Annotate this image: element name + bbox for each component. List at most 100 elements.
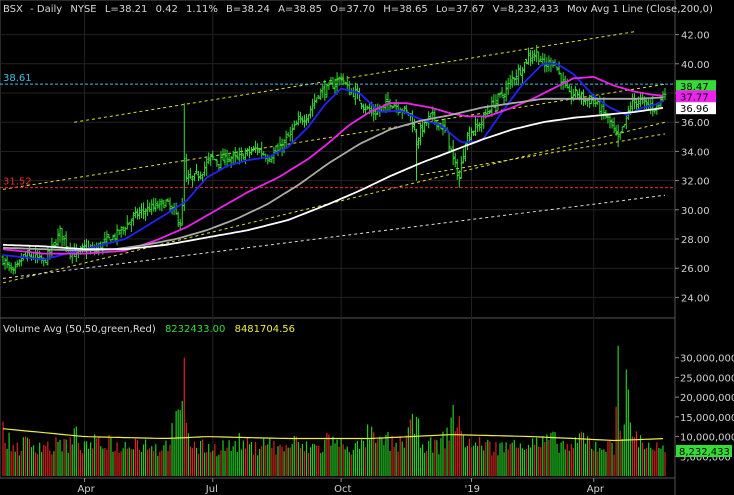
price-bar xyxy=(520,66,524,84)
trend-channel-line xyxy=(420,133,666,176)
price-bar xyxy=(527,47,531,65)
price-bar xyxy=(313,93,317,110)
price-bar xyxy=(296,111,300,126)
price-bar xyxy=(284,130,288,149)
price-bar xyxy=(9,262,13,274)
price-bar xyxy=(164,199,168,208)
volume-tick-label: 15,000,000 xyxy=(680,413,734,424)
price-tick-label: 42.00 xyxy=(681,31,710,42)
symbol: BSX xyxy=(3,4,23,15)
volume-value1: 8232433.00 xyxy=(165,324,225,335)
price-bar xyxy=(178,218,182,230)
price-bar xyxy=(327,82,331,90)
price-bar xyxy=(518,65,522,76)
price-bar xyxy=(158,198,162,211)
price-bar xyxy=(213,158,217,161)
price-bar xyxy=(288,126,292,142)
volume-title: Volume Avg (50,50,green,Red) xyxy=(3,324,156,335)
price-bar xyxy=(388,98,392,112)
high: H=38.65 xyxy=(383,4,428,15)
price-bar xyxy=(7,261,11,272)
moving-average-line xyxy=(2,75,664,255)
price-bar xyxy=(498,92,502,98)
volume-value2: 8481704.56 xyxy=(235,324,295,335)
price-bar xyxy=(366,105,370,110)
price-bar xyxy=(11,266,15,275)
price-bar xyxy=(510,70,514,88)
price-bar xyxy=(219,151,223,171)
lower-level-label: 31.52 xyxy=(3,177,32,188)
price-bar xyxy=(461,148,465,164)
price-bar xyxy=(15,260,19,268)
price-bar xyxy=(451,140,455,166)
price-bar xyxy=(531,50,535,65)
price-bar xyxy=(565,78,569,89)
price-badge: 37.77 xyxy=(676,90,716,103)
ma-label: Mov Avg 1 Line (Close,200,0) xyxy=(567,4,713,15)
trend-channels xyxy=(2,31,666,284)
price-bar xyxy=(195,163,199,175)
price-bar xyxy=(135,208,139,220)
price-bar xyxy=(474,117,478,137)
price-bar xyxy=(482,112,486,129)
price-bar xyxy=(610,118,614,129)
price-bar xyxy=(663,87,667,101)
price-bar xyxy=(146,199,150,216)
price-bar xyxy=(211,150,215,161)
price-bar xyxy=(225,149,229,168)
price-bar xyxy=(305,113,309,126)
price-bar xyxy=(197,170,201,182)
price-bar xyxy=(233,146,237,164)
price-bar xyxy=(661,91,665,102)
moving-average-line xyxy=(2,62,664,261)
price-bar xyxy=(600,104,604,121)
price-bar xyxy=(111,234,115,241)
ask: A=38.85 xyxy=(278,4,322,15)
price-bar xyxy=(302,114,306,128)
price-bar xyxy=(186,170,190,185)
price-bar xyxy=(19,253,23,267)
price-bar xyxy=(235,151,239,160)
price-tick-label: 30.00 xyxy=(681,206,710,217)
low: Lo=37.67 xyxy=(436,4,485,15)
price-bar xyxy=(419,123,423,146)
price-bar xyxy=(467,126,471,142)
price-tick-label: 36.00 xyxy=(681,118,710,129)
price-bar xyxy=(573,85,577,99)
price-bar xyxy=(254,140,258,153)
price-bar xyxy=(307,114,311,124)
price-bar xyxy=(311,98,315,117)
price-bar xyxy=(160,198,164,212)
price-bar xyxy=(512,77,516,86)
price-bar xyxy=(319,88,323,100)
price-bar xyxy=(152,197,156,212)
price-bar xyxy=(162,199,166,209)
price-tick-label: 24.00 xyxy=(681,293,710,304)
price-bar xyxy=(166,198,170,203)
price-bar xyxy=(133,206,137,219)
volume-badge: 8,232,433 xyxy=(676,445,732,458)
price-bar xyxy=(142,202,146,220)
svg-text:8,232,433: 8,232,433 xyxy=(679,447,730,458)
price-bar xyxy=(290,123,294,143)
price-bar xyxy=(645,98,649,110)
price-bar xyxy=(469,127,473,141)
volume-bars xyxy=(2,345,666,476)
price-bar xyxy=(478,122,482,132)
time-tick-label: Apr xyxy=(587,484,605,495)
price-bar xyxy=(250,146,254,155)
price-bar xyxy=(294,120,298,126)
volume-tick-label: 5,000,000 xyxy=(680,452,731,463)
price-bar xyxy=(180,197,184,226)
price-bar xyxy=(384,93,388,113)
price-bar xyxy=(329,76,333,85)
upper-level-label: 38.61 xyxy=(3,73,32,84)
price-tick-label: 40.00 xyxy=(681,60,710,71)
price-bar xyxy=(341,73,345,86)
volume-tick-label: 25,000,000 xyxy=(680,373,734,384)
price-bar xyxy=(315,97,319,104)
price-bar xyxy=(221,148,225,161)
price-bar xyxy=(121,226,125,235)
price-bar xyxy=(203,161,207,177)
